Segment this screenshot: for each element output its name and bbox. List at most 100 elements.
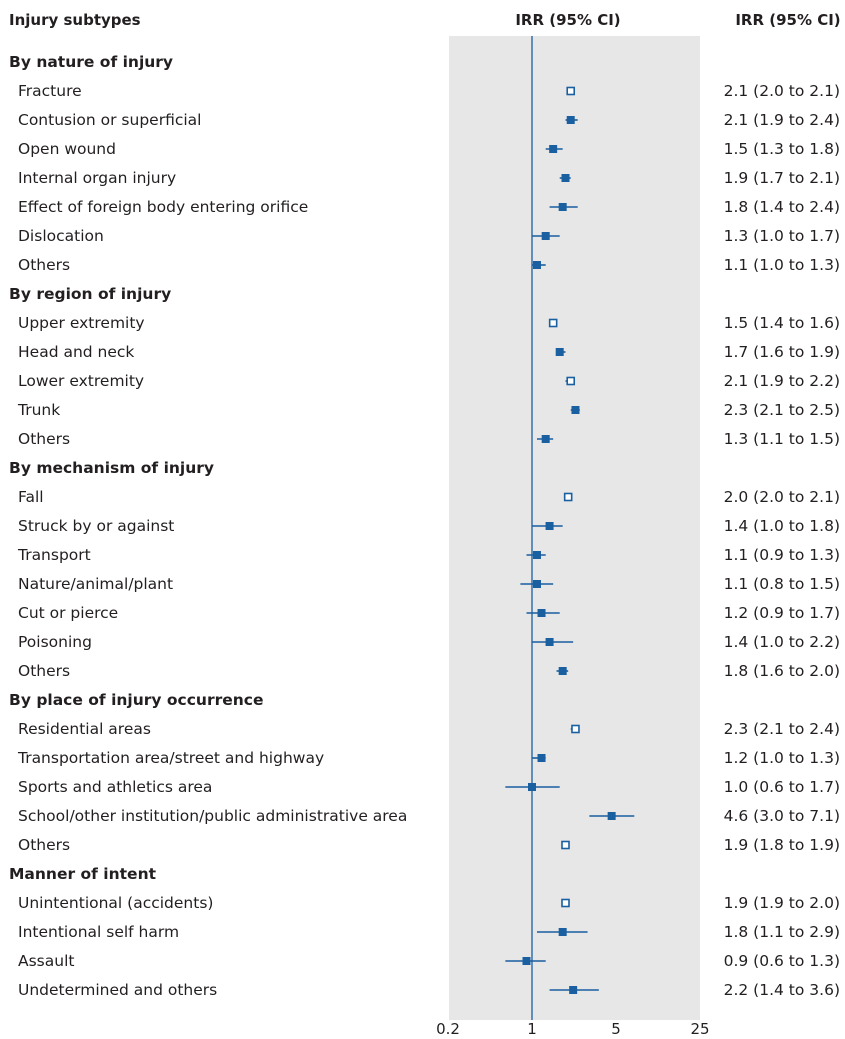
x-tick-label: 25	[690, 1020, 709, 1038]
point-estimate	[566, 86, 576, 96]
row-label: Dislocation	[18, 227, 104, 245]
ci-value-label: 1.3 (1.0 to 1.7)	[724, 227, 840, 245]
x-tick-label: 1	[527, 1020, 537, 1038]
ci-value-label: 1.8 (1.1 to 2.9)	[724, 923, 840, 941]
point-estimate	[548, 318, 558, 328]
forest-row: Intentional self harm 1.8 (1.1 to 2.9)	[18, 923, 840, 941]
point-estimate	[571, 724, 580, 734]
ci-value-label: 2.0 (2.0 to 2.1)	[724, 488, 840, 506]
ci-value-label: 1.9 (1.9 to 2.0)	[724, 894, 840, 912]
ci-value-label: 0.9 (0.6 to 1.3)	[724, 952, 840, 970]
ci-value-label: 4.6 (3.0 to 7.1)	[724, 807, 840, 825]
ci-value-label: 1.8 (1.4 to 2.4)	[724, 198, 840, 216]
point-estimate	[566, 116, 575, 124]
forest-row: Upper extremity 1.5 (1.4 to 1.6)	[18, 314, 840, 332]
forest-row: Struck by or against 1.4 (1.0 to 1.8)	[18, 517, 840, 535]
group-label: Manner of intent	[9, 865, 157, 883]
row-label: Others	[18, 836, 70, 854]
ci-value-label: 2.3 (2.1 to 2.4)	[724, 720, 840, 738]
forest-row: Head and neck 1.7 (1.6 to 1.9)	[18, 343, 840, 361]
ci-value-label: 1.2 (1.0 to 1.3)	[724, 749, 840, 767]
ci-value-label: 1.8 (1.6 to 2.0)	[724, 662, 840, 680]
forest-row: Trunk 2.3 (2.1 to 2.5)	[17, 401, 840, 419]
ci-value-label: 1.4 (1.0 to 1.8)	[724, 517, 840, 535]
ci-value-label: 1.5 (1.3 to 1.8)	[724, 140, 840, 158]
forest-row: Residential areas 2.3 (2.1 to 2.4)	[18, 720, 840, 738]
forest-row: Lower extremity 2.1 (1.9 to 2.2)	[18, 372, 840, 390]
row-label: Transport	[17, 546, 91, 564]
row-label: Residential areas	[18, 720, 151, 738]
ci-value-label: 1.3 (1.1 to 1.5)	[724, 430, 840, 448]
point-estimate	[537, 754, 546, 762]
ci-value-label: 1.9 (1.8 to 1.9)	[724, 836, 840, 854]
forest-row: Others 1.3 (1.1 to 1.5)	[18, 430, 840, 448]
ci-value-label: 2.1 (1.9 to 2.4)	[724, 111, 840, 129]
ci-value-label: 1.2 (0.9 to 1.7)	[724, 604, 840, 622]
forest-row: Dislocation 1.3 (1.0 to 1.7)	[18, 227, 840, 245]
header-values: IRR (95% CI)	[735, 11, 840, 29]
row-label: Poisoning	[18, 633, 92, 651]
row-label: Others	[18, 662, 70, 680]
ci-value-label: 1.1 (0.8 to 1.5)	[724, 575, 840, 593]
forest-row: Fall 2.0 (2.0 to 2.1)	[18, 488, 840, 506]
point-estimate	[549, 145, 558, 153]
forest-row: Transportation area/street and highway 1.…	[17, 749, 840, 767]
point-estimate	[561, 898, 570, 908]
header-plot: IRR (95% CI)	[515, 11, 620, 29]
forest-row: Transport 1.1 (0.9 to 1.3)	[17, 546, 840, 564]
ci-value-label: 2.3 (2.1 to 2.5)	[724, 401, 840, 419]
row-label: Transportation area/street and highway	[17, 749, 324, 767]
point-estimate	[522, 957, 531, 965]
x-tick-label: 0.2	[436, 1020, 460, 1038]
forest-row: Effect of foreign body entering orifice 1…	[18, 198, 840, 216]
row-label: Upper extremity	[18, 314, 145, 332]
header-subtypes: Injury subtypes	[9, 11, 141, 29]
forest-row: Open wound 1.5 (1.3 to 1.8)	[18, 140, 840, 158]
row-label: Open wound	[18, 140, 116, 158]
ci-value-label: 1.5 (1.4 to 1.6)	[724, 314, 840, 332]
point-estimate	[545, 638, 554, 646]
forest-row: Others 1.9 (1.8 to 1.9)	[18, 836, 840, 854]
forest-row: Others 1.1 (1.0 to 1.3)	[18, 256, 840, 274]
point-estimate	[566, 376, 576, 386]
row-label: Others	[18, 430, 70, 448]
point-estimate	[537, 609, 546, 617]
point-estimate	[541, 435, 550, 443]
group-label: By nature of injury	[9, 53, 173, 71]
group-label: By region of injury	[9, 285, 171, 303]
point-estimate	[541, 232, 550, 240]
point-estimate	[532, 551, 541, 559]
ci-value-label: 1.1 (1.0 to 1.3)	[724, 256, 840, 274]
row-label: Intentional self harm	[18, 923, 179, 941]
ci-value-label: 1.7 (1.6 to 1.9)	[724, 343, 840, 361]
row-label: Nature/animal/plant	[18, 575, 173, 593]
row-label: Sports and athletics area	[18, 778, 212, 796]
forest-row: Others 1.8 (1.6 to 2.0)	[18, 662, 840, 680]
forest-row: Assault 0.9 (0.6 to 1.3)	[18, 952, 840, 970]
forest-row: Internal organ injury 1.9 (1.7 to 2.1)	[18, 169, 840, 187]
plot-panel	[449, 36, 700, 1020]
forest-row: Cut or pierce 1.2 (0.9 to 1.7)	[18, 604, 840, 622]
row-label: Contusion or superficial	[18, 111, 201, 129]
point-estimate	[532, 261, 541, 269]
row-label: Cut or pierce	[18, 604, 118, 622]
forest-row: Poisoning 1.4 (1.0 to 2.2)	[18, 633, 840, 651]
point-estimate	[558, 667, 567, 675]
point-estimate	[555, 348, 564, 356]
row-label: Fracture	[18, 82, 82, 100]
row-label: Trunk	[17, 401, 60, 419]
row-label: Lower extremity	[18, 372, 144, 390]
x-tick-label: 5	[611, 1020, 621, 1038]
ci-value-label: 2.1 (1.9 to 2.2)	[724, 372, 840, 390]
forest-row: Sports and athletics area 1.0 (0.6 to 1.7…	[18, 778, 840, 796]
forest-row: Fracture 2.1 (2.0 to 2.1)	[18, 82, 840, 100]
point-estimate	[528, 783, 536, 791]
ci-value-label: 2.1 (2.0 to 2.1)	[724, 82, 840, 100]
row-label: Struck by or against	[18, 517, 174, 535]
ci-value-label: 1.1 (0.9 to 1.3)	[724, 546, 840, 564]
point-estimate	[545, 522, 554, 530]
point-estimate	[561, 174, 570, 182]
point-estimate	[607, 812, 616, 820]
forest-row: School/other institution/public administ…	[18, 807, 840, 825]
